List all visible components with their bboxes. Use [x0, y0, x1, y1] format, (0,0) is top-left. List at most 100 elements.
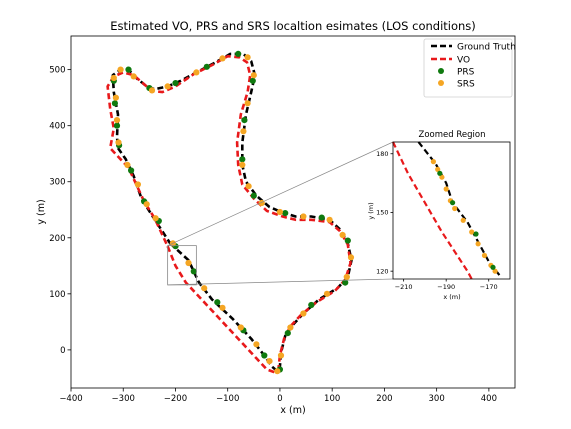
legend-label-srs: SRS: [457, 80, 475, 90]
main-prs-point: [128, 167, 135, 174]
main-x-tick-label: 0: [277, 394, 282, 404]
main-srs-point: [244, 54, 251, 61]
legend-label-vo: VO: [457, 56, 470, 66]
main-srs-point: [300, 213, 307, 220]
main-srs-point: [193, 69, 200, 76]
main-y-label: y (m): [36, 199, 47, 224]
main-srs-point: [323, 290, 331, 297]
legend: Ground Truth VO PRS SRS: [423, 38, 516, 98]
main-srs-point: [276, 208, 283, 216]
main-prs-point: [190, 268, 197, 275]
inset-y-tick-label: 120: [376, 267, 388, 275]
main-y-tick-label: 100: [49, 290, 65, 300]
main-prs-point: [113, 122, 121, 129]
inset-prs-point: [437, 170, 443, 176]
main-srs-point: [237, 324, 244, 331]
main-x-tick-label: −300: [112, 394, 135, 404]
main-x-tick-label: −100: [216, 394, 239, 404]
inset-background: [393, 142, 510, 279]
main-srs-point: [113, 117, 121, 124]
legend-swatch-prs: [438, 68, 444, 74]
main-srs-point: [164, 83, 171, 90]
main-srs-point: [185, 259, 192, 267]
main-x-tick-label: −400: [59, 394, 82, 404]
main-srs-point: [277, 352, 285, 359]
main-prs-point: [282, 210, 289, 217]
main-x-tick-label: −200: [164, 394, 187, 404]
inset-y-tick-label: 180: [376, 150, 388, 158]
main-srs-point: [266, 358, 273, 365]
main-srs-point: [134, 181, 141, 188]
main-srs-point: [343, 273, 350, 281]
inset-srs-point: [439, 174, 445, 180]
main-srs-point: [143, 201, 150, 208]
main-srs-point: [287, 324, 294, 331]
main-srs-point: [115, 139, 122, 146]
inset-srs-point: [475, 241, 481, 247]
main-prs-point: [249, 77, 256, 84]
main-prs-point: [111, 100, 118, 107]
inset-prs-point: [473, 231, 479, 237]
main-prs-point: [261, 352, 268, 359]
main-prs-point: [250, 192, 257, 199]
inset-srs-point: [452, 205, 458, 212]
main-vo-line: [106, 54, 352, 374]
main-x-ticks: −400 −300 −200 −100 0 100 200 300 400: [59, 388, 497, 404]
inset-x-ticks: −210 −190 −170: [395, 279, 498, 291]
main-srs-point: [110, 74, 117, 82]
inset-title: Zoomed Region: [419, 130, 486, 140]
main-prs-point: [284, 330, 291, 337]
main-srs-point: [124, 161, 131, 168]
legend-label-prs: PRS: [457, 68, 475, 78]
main-x-label: x (m): [280, 405, 305, 416]
inset-srs-point: [435, 166, 441, 172]
main-srs-point: [148, 87, 156, 94]
main-title: Estimated VO, PRS and SRS localtion esim…: [110, 19, 476, 33]
zoom-connector-upper: [167, 141, 394, 246]
inset-frame: [392, 141, 511, 280]
inset-srs-point: [469, 229, 475, 235]
main-x-tick-label: 200: [376, 394, 392, 404]
main-y-tick-label: 200: [49, 234, 65, 244]
main-prs-point: [214, 299, 221, 306]
main-prs-point: [203, 63, 210, 70]
inset-srs-point: [430, 159, 436, 165]
inset-srs-point: [481, 252, 488, 259]
main-srs-point: [219, 304, 226, 311]
main-prs-point: [125, 66, 132, 73]
main-ground-truth-line: [111, 52, 353, 373]
main-prs-point: [318, 214, 325, 221]
inset-y-ticks: 120 150 180: [376, 150, 393, 275]
main-srs-point: [152, 215, 159, 222]
main-y-tick-label: 0: [60, 346, 65, 356]
main-srs-point: [244, 100, 251, 107]
main-prs-point: [241, 117, 248, 124]
inset-prs-point: [490, 264, 496, 270]
main-srs-point: [347, 254, 355, 261]
main-prs-point: [235, 50, 242, 58]
main-srs-point: [250, 72, 257, 79]
inset-y-tick-label: 150: [376, 209, 388, 217]
main-prs-point: [308, 301, 315, 309]
main-prs-point: [342, 279, 349, 286]
main-srs-point: [130, 73, 137, 80]
main-x-tick-label: 300: [429, 394, 445, 404]
main-plot-frame: [70, 35, 516, 389]
main-srs-point: [240, 128, 247, 135]
zoom-region-box: [167, 245, 197, 286]
main-srs-point: [201, 285, 208, 292]
main-prs-point: [239, 156, 246, 163]
legend-box: [423, 38, 513, 98]
inset-x-label: x (m): [443, 293, 460, 301]
inset-ground-truth-line: [417, 141, 501, 276]
legend-swatch-srs: [438, 80, 444, 86]
main-plot: [106, 50, 355, 375]
inset-y-label: y (m): [367, 202, 375, 219]
main-x-tick-label: 400: [481, 394, 497, 404]
main-srs-point: [239, 161, 246, 168]
main-srs-point: [219, 55, 226, 62]
main-srs-point: [339, 231, 346, 239]
inset-x-tick-label: −190: [437, 283, 455, 291]
main-srs-point: [112, 94, 119, 101]
